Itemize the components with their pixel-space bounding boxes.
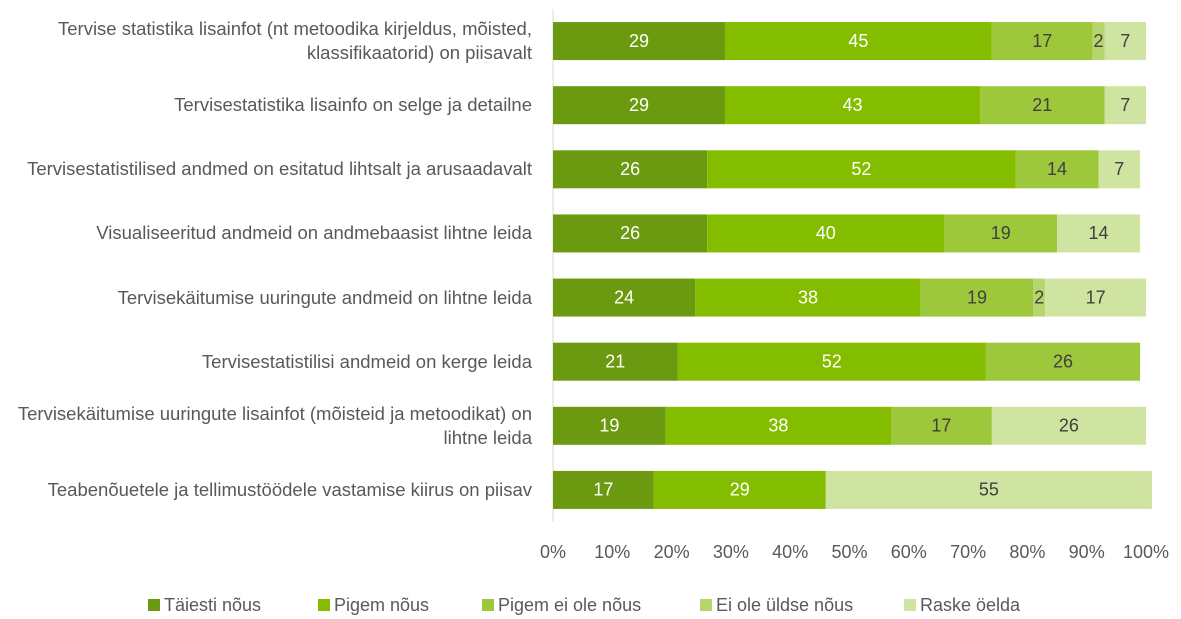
legend-label: Pigem ei ole nõus xyxy=(498,595,641,615)
value-label: 24 xyxy=(614,287,634,307)
x-tick-label: 60% xyxy=(891,542,927,562)
value-label: 19 xyxy=(599,416,619,436)
bar-segment xyxy=(944,214,1058,253)
bar-segment xyxy=(991,406,1146,445)
category-label: Tervise statistika lisainfot (nt metoodi… xyxy=(58,18,532,64)
bar-segment xyxy=(553,342,678,381)
bar-segment xyxy=(920,278,1034,317)
bar-segment xyxy=(553,470,654,509)
legend-swatch xyxy=(318,599,330,611)
legend-label: Täiesti nõus xyxy=(164,595,261,615)
value-label: 17 xyxy=(1032,31,1052,51)
bar-segment xyxy=(825,470,1152,509)
value-label: 52 xyxy=(851,159,871,179)
x-tick-label: 40% xyxy=(772,542,808,562)
value-label: 40 xyxy=(816,223,836,243)
x-tick-label: 90% xyxy=(1069,542,1105,562)
x-tick-label: 0% xyxy=(540,542,566,562)
value-label: 14 xyxy=(1047,159,1067,179)
bar-segment xyxy=(695,278,921,317)
category-label: Tervisestatistilisi andmeid on kerge lei… xyxy=(201,350,532,372)
bar-segment xyxy=(979,86,1105,125)
value-label: 7 xyxy=(1114,159,1124,179)
legend-swatch xyxy=(904,599,916,611)
value-label: 38 xyxy=(768,416,788,436)
category-label: Tervisekäitumise uuringute lisainfot (mõ… xyxy=(17,402,532,448)
value-label: 29 xyxy=(629,95,649,115)
bar-segment xyxy=(553,150,708,189)
value-label: 7 xyxy=(1120,95,1130,115)
x-tick-label: 70% xyxy=(950,542,986,562)
value-label: 29 xyxy=(730,480,750,500)
bar-segment xyxy=(1033,278,1046,317)
value-label: 29 xyxy=(629,31,649,51)
x-tick-label: 30% xyxy=(713,542,749,562)
value-label: 26 xyxy=(620,159,640,179)
bar-segment xyxy=(1057,214,1141,253)
bar-segment xyxy=(985,342,1141,381)
x-tick-label: 100% xyxy=(1123,542,1169,562)
legend-label: Ei ole üldse nõus xyxy=(716,595,853,615)
legend-swatch xyxy=(482,599,494,611)
bar-segment xyxy=(1092,22,1105,61)
bar-segment xyxy=(1104,86,1146,125)
value-label: 14 xyxy=(1089,223,1109,243)
bar-segment xyxy=(653,470,826,509)
category-label: Tervisestatistika lisainfo on selge ja d… xyxy=(174,94,532,116)
value-label: 2 xyxy=(1094,31,1104,51)
x-tick-label: 20% xyxy=(654,542,690,562)
value-label: 17 xyxy=(593,480,613,500)
value-label: 43 xyxy=(842,95,862,115)
bar-segment xyxy=(553,406,666,445)
value-label: 17 xyxy=(931,416,951,436)
legend-label: Raske öelda xyxy=(920,595,1021,615)
legend-swatch xyxy=(700,599,712,611)
category-label: Tervisekäitumise uuringute andmeid on li… xyxy=(117,286,532,308)
value-label: 19 xyxy=(991,223,1011,243)
value-label: 26 xyxy=(1059,416,1079,436)
bar-segment xyxy=(891,406,992,445)
legend-label: Pigem nõus xyxy=(334,595,429,615)
bar-segment xyxy=(553,86,725,125)
bar-segment xyxy=(1104,22,1146,61)
value-label: 52 xyxy=(822,351,842,371)
bar-segment xyxy=(724,22,992,61)
value-label: 21 xyxy=(605,351,625,371)
x-tick-label: 80% xyxy=(1009,542,1045,562)
value-label: 21 xyxy=(1032,95,1052,115)
bar-segment xyxy=(724,86,980,125)
bar-segment xyxy=(553,214,708,253)
value-label: 26 xyxy=(1053,351,1073,371)
bar-segment xyxy=(1015,150,1099,189)
bar-segment xyxy=(677,342,986,381)
bar-segment xyxy=(1045,278,1146,317)
bar-segment xyxy=(1098,150,1141,189)
x-tick-label: 10% xyxy=(594,542,630,562)
value-label: 17 xyxy=(1086,287,1106,307)
value-label: 7 xyxy=(1120,31,1130,51)
bar-segment xyxy=(553,278,696,317)
value-label: 45 xyxy=(848,31,868,51)
bar-segment xyxy=(553,22,725,61)
legend-swatch xyxy=(148,599,160,611)
category-label: Teabenõuetele ja tellimustöödele vastami… xyxy=(47,478,532,500)
category-label: Tervisestatistilised andmed on esitatud … xyxy=(27,158,532,180)
category-label: Visualiseeritud andmeid on andmebaasist … xyxy=(96,222,532,244)
value-label: 19 xyxy=(967,287,987,307)
bar-segment xyxy=(707,214,945,253)
value-label: 26 xyxy=(620,223,640,243)
value-label: 38 xyxy=(798,287,818,307)
bar-segment xyxy=(665,406,892,445)
x-tick-label: 50% xyxy=(831,542,867,562)
bar-segment xyxy=(707,150,1016,189)
bar-segment xyxy=(991,22,1093,61)
value-label: 2 xyxy=(1034,287,1044,307)
value-label: 55 xyxy=(979,480,999,500)
